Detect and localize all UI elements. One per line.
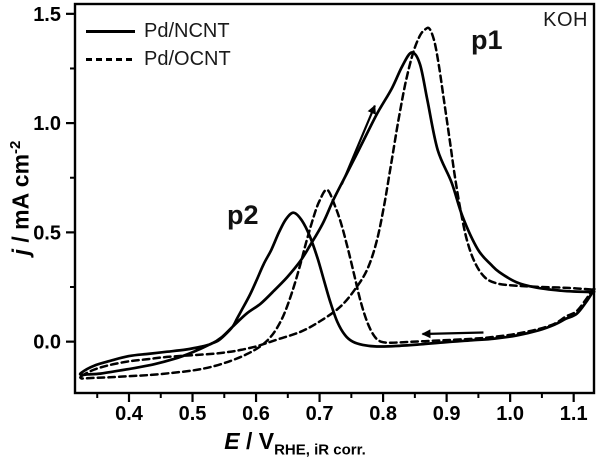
legend-item-pd-ncnt: Pd/NCNT: [86, 17, 231, 45]
y-axis-title: j / mA cm-2: [7, 48, 37, 348]
x-tick-label: 0.9: [433, 403, 461, 425]
peak1-label: p1: [471, 25, 503, 55]
axes-frame: [73, 2, 596, 395]
y-axis-superscript: -2: [7, 140, 24, 154]
y-tick-label: 0.0: [33, 332, 61, 354]
x-tick-label: 0.6: [242, 403, 270, 425]
y-axis-unit: / mA cm: [7, 153, 34, 249]
legend: Pd/NCNT Pd/OCNT: [86, 17, 231, 73]
reverse-scan-arrow: [421, 329, 484, 339]
x-tick-label: 0.8: [369, 403, 397, 425]
legend-label: Pd/OCNT: [144, 48, 231, 70]
legend-item-pd-ocnt: Pd/OCNT: [86, 45, 231, 73]
dashed-line-swatch: [86, 57, 135, 61]
x-tick-label: 0.7: [306, 403, 334, 425]
y-axis-symbol: j: [7, 248, 34, 256]
peak2-label: p2: [227, 200, 259, 230]
curve-pd-ncnt: [78, 51, 596, 377]
x-tick-label: 1.0: [496, 403, 524, 425]
y-tick-label: 1.5: [33, 4, 61, 26]
x-tick-label: 1.1: [560, 403, 588, 425]
curve-pd-ocnt: [79, 26, 597, 380]
y-tick-label: 0.5: [33, 222, 61, 244]
legend-label: Pd/NCNT: [144, 20, 230, 42]
x-axis-symbol: E: [224, 428, 240, 454]
y-tick-label: 1.0: [33, 113, 61, 135]
x-axis-unit: / V: [239, 428, 275, 454]
forward-scan-arrow: [340, 104, 376, 185]
solid-line-swatch: [86, 29, 135, 33]
x-axis-subscript: RHE, iR corr.: [274, 441, 366, 459]
x-axis-title: E / VRHE, iR corr.: [75, 428, 515, 459]
x-tick-label: 0.4: [115, 403, 144, 425]
x-tick-label: 0.5: [179, 403, 207, 425]
electrolyte-label: KOH: [543, 9, 588, 31]
